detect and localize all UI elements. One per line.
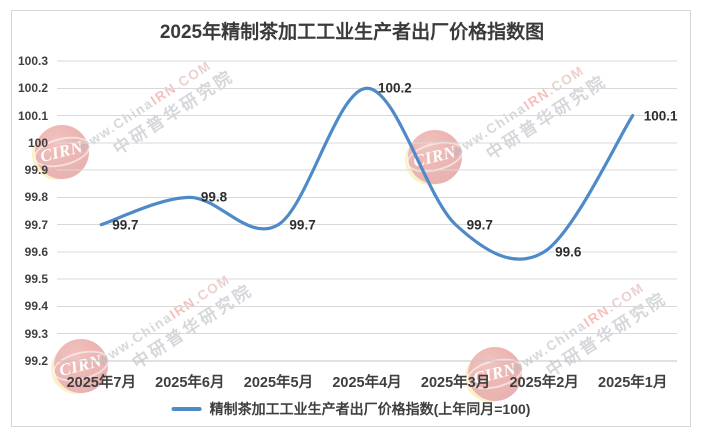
x-tick-label: 2025年1月: [598, 375, 668, 391]
y-tick-label: 99.7: [24, 217, 48, 232]
y-tick-label: 100.2: [17, 81, 48, 96]
data-label: 99.8: [200, 189, 228, 205]
chart-frame: [11, 10, 691, 427]
y-tick-label: 100.1: [17, 108, 48, 123]
data-label: 99.6: [555, 244, 582, 260]
x-tick-label: 2025年3月: [420, 375, 491, 391]
legend-line-swatch: [171, 407, 202, 411]
data-label: 100.1: [643, 108, 678, 124]
data-label: 99.7: [289, 217, 316, 233]
y-tick-label: 99.4: [24, 299, 48, 314]
y-tick-label: 99.8: [24, 190, 48, 205]
data-label: 99.7: [112, 217, 139, 233]
y-tick-label: 99.5: [24, 272, 48, 287]
x-tick-label: 2025年4月: [332, 375, 402, 391]
x-tick-label: 2025年5月: [243, 375, 314, 391]
y-tick-label: 99.9: [24, 163, 48, 178]
y-tick-label: 99.3: [24, 326, 48, 341]
data-label: 100.2: [378, 80, 412, 96]
data-label: 99.7: [466, 217, 493, 233]
x-tick-label: 2025年7月: [66, 375, 136, 391]
price-index-line: [99, 86, 635, 261]
y-tick-label: 100.3: [17, 54, 48, 68]
chart-title: 2025年精制茶加工工业生产者出厂价格指数图: [159, 22, 545, 43]
x-tick-label: 2025年2月: [509, 375, 579, 391]
legend: 精制茶加工工业生产者出厂价格指数(上年同月=100): [171, 399, 531, 419]
y-tick-label: 99.2: [24, 353, 48, 368]
y-tick-label: 100: [27, 135, 48, 150]
legend-label: 精制茶加工工业生产者出厂价格指数(上年同月=100): [209, 401, 531, 417]
y-tick-label: 99.6: [24, 244, 48, 259]
x-tick-label: 2025年6月: [155, 375, 225, 391]
